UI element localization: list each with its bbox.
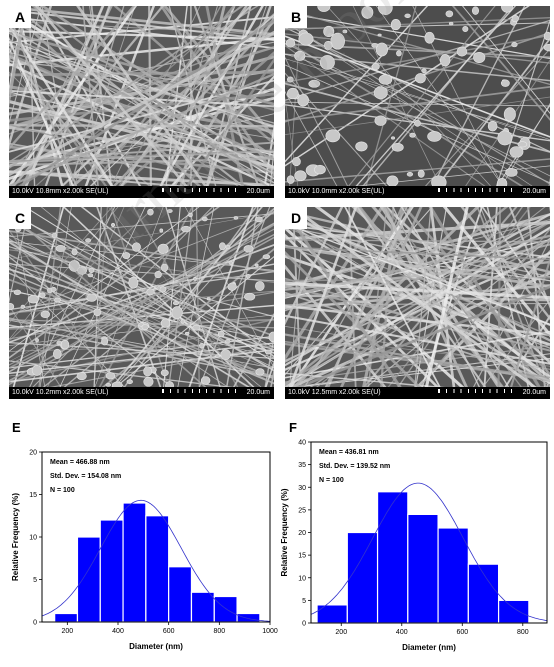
histogram-f-ytick-label: 35 (298, 462, 306, 469)
histogram-e: 200 400 600 800 1000 0 5 10 15 20 Diameter (nm) Rel… (0, 430, 275, 667)
histogram-f-xtick-label: 200 (335, 629, 347, 636)
histogram-f-ytick-label: 20 (298, 530, 306, 537)
histogram-f-ytick-label: 40 (298, 440, 306, 447)
histogram-f-bar (408, 514, 438, 623)
sem-panel-d: D 10.0kV 12.5mm x2.00k SE(U) 20.0um (285, 207, 550, 399)
histogram-e-bar (55, 614, 78, 623)
histogram-f-svg: 200 400 600 800 0 5 10 15 20 25 30 35 40 Diameter (nm… (277, 430, 554, 662)
sem-panel-c: C 10.0kV 10.2mm x2.00k SE(UL) 20.0um (9, 207, 274, 399)
scale-bar-c (162, 389, 236, 393)
histogram-f-ytick-label: 5 (302, 598, 306, 605)
histogram-e-bar (169, 567, 192, 622)
histogram-e-bar (100, 520, 123, 622)
histogram-e-bar (146, 516, 169, 622)
histogram-f-bar (347, 533, 377, 624)
scale-label-b: 20.0um (523, 186, 546, 198)
scale-bar-a (162, 188, 236, 192)
histogram-e-xtick-label: 200 (61, 628, 73, 635)
histogram-e-stat: Mean = 466.88 nm (50, 459, 110, 466)
histogram-f-bar (499, 600, 529, 623)
sem-panel-a: A 10.0kV 10.8mm x2.00k SE(UL) 20.0um (9, 6, 274, 198)
histogram-e-xlabel: Diameter (nm) (129, 642, 183, 651)
sem-image-a (9, 6, 274, 198)
panel-label-b: B (285, 6, 307, 28)
histogram-f-stat: Std. Dev. = 139.52 nm (319, 463, 390, 470)
scale-label-c: 20.0um (247, 387, 270, 399)
histogram-e-xtick-label: 600 (163, 628, 175, 635)
sem-databar-b: 10.0kV 10.0mm x2.00k SE(UL) 20.0um (285, 186, 550, 198)
histogram-e-bar (237, 614, 260, 623)
histogram-e-xtick-label: 1000 (262, 628, 278, 635)
histogram-f-ylabel: Relative Frequency (%) (280, 488, 289, 576)
histogram-f-bar (438, 528, 468, 623)
histogram-f-ytick-label: 0 (302, 621, 306, 628)
histogram-f-bar (378, 492, 408, 623)
histogram-f-ytick-label: 30 (298, 485, 306, 492)
panel-label-d: D (285, 207, 307, 229)
histogram-e-ytick-label: 0 (33, 620, 37, 627)
sem-databar-a: 10.0kV 10.8mm x2.00k SE(UL) 20.0um (9, 186, 274, 198)
histogram-f-xtick-label: 400 (396, 629, 408, 636)
histogram-e-ytick-label: 10 (29, 535, 37, 542)
sem-info-a: 10.0kV 10.8mm x2.00k SE(UL) (12, 186, 109, 198)
panel-label-a: A (9, 6, 31, 28)
histogram-e-ytick-label: 15 (29, 492, 37, 499)
histogram-f-stat: Mean = 436.81 nm (319, 449, 379, 456)
histogram-f-ytick-label: 15 (298, 553, 306, 560)
histogram-e-bar (214, 597, 237, 623)
sem-info-c: 10.0kV 10.2mm x2.00k SE(UL) (12, 387, 109, 399)
histogram-e-bar (123, 503, 146, 622)
histogram-e-xtick-label: 800 (213, 628, 225, 635)
histogram-f-ytick-label: 25 (298, 507, 306, 514)
sem-databar-c: 10.0kV 10.2mm x2.00k SE(UL) 20.0um (9, 387, 274, 399)
histogram-e-xtick-label: 400 (112, 628, 124, 635)
scale-label-a: 20.0um (247, 186, 270, 198)
histogram-f-xtick-label: 600 (456, 629, 468, 636)
histogram-e-stat: N = 100 (50, 487, 75, 494)
histogram-e-stat: Std. Dev. = 154.08 nm (50, 473, 121, 480)
histogram-f-xtick-label: 800 (517, 629, 529, 636)
sem-image-b (285, 6, 550, 198)
panel-label-c: C (9, 207, 31, 229)
histogram-e-bar (77, 537, 100, 622)
scale-label-d: 20.0um (523, 387, 546, 399)
sem-panel-b: B 10.0kV 10.0mm x2.00k SE(UL) 20.0um (285, 6, 550, 198)
histogram-e-svg: 200 400 600 800 1000 0 5 10 15 20 Diameter (nm) Rel… (0, 430, 275, 662)
histogram-e-ytick-label: 20 (29, 450, 37, 457)
scale-bar-b (438, 188, 512, 192)
histogram-e-ytick-label: 5 (33, 577, 37, 584)
histogram-f-xlabel: Diameter (nm) (402, 643, 456, 652)
histogram-f-ytick-label: 10 (298, 575, 306, 582)
sem-databar-d: 10.0kV 12.5mm x2.00k SE(U) 20.0um (285, 387, 550, 399)
sem-info-b: 10.0kV 10.0mm x2.00k SE(UL) (288, 186, 385, 198)
histogram-e-ylabel: Relative Frequency (%) (11, 493, 20, 581)
histogram-e-bar (191, 592, 214, 622)
sem-image-d (285, 207, 550, 399)
sem-image-c (9, 207, 274, 399)
sem-info-d: 10.0kV 12.5mm x2.00k SE(U) (288, 387, 381, 399)
histogram-f-stat: N = 100 (319, 477, 344, 484)
histogram-f-bar (317, 605, 347, 623)
histogram-f: 200 400 600 800 0 5 10 15 20 25 30 35 40 Diameter (nm… (277, 430, 554, 667)
scale-bar-d (438, 389, 512, 393)
